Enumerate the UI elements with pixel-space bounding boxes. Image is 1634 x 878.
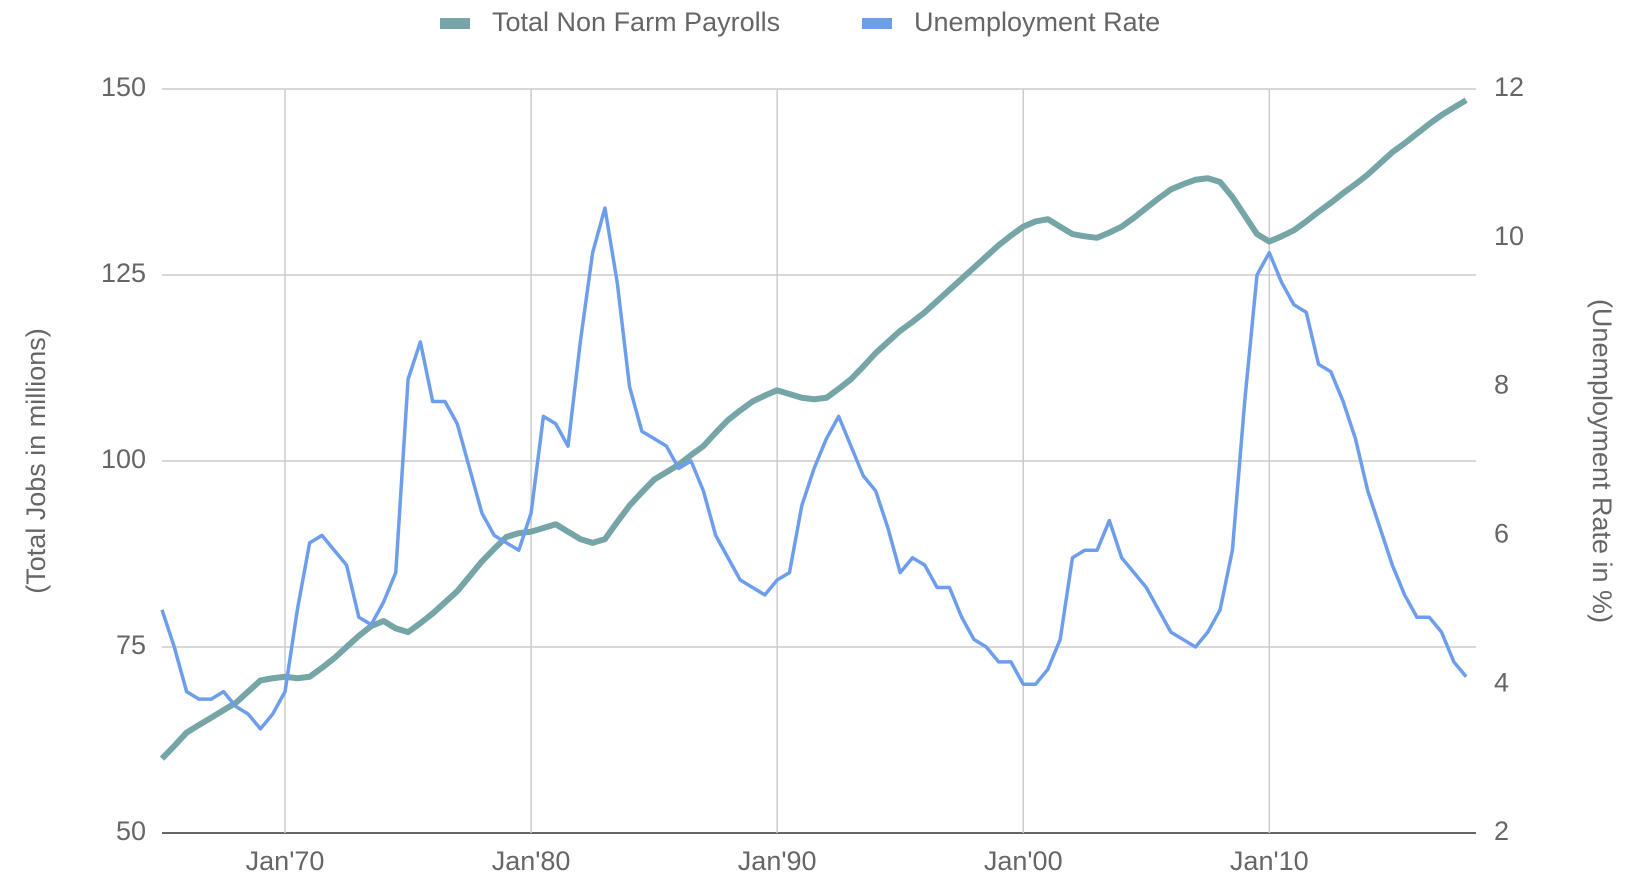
y2-tick-label: 10 bbox=[1494, 221, 1524, 251]
x-tick-label: Jan'70 bbox=[246, 846, 325, 876]
y-tick-label: 75 bbox=[116, 630, 146, 660]
x-tick-label: Jan'10 bbox=[1230, 846, 1309, 876]
y-tick-label: 150 bbox=[101, 72, 146, 102]
legend-swatch bbox=[862, 18, 892, 29]
x-tick-label: Jan'80 bbox=[492, 846, 571, 876]
y2-tick-label: 8 bbox=[1494, 370, 1509, 400]
x-tick-label: Jan'00 bbox=[984, 846, 1063, 876]
legend-label: Unemployment Rate bbox=[914, 7, 1160, 37]
y2-axis-title: (Unemployment Rate in %) bbox=[1587, 299, 1617, 623]
line bbox=[160, 206, 1468, 731]
y-tick-label: 125 bbox=[101, 258, 146, 288]
y-tick-label: 50 bbox=[116, 816, 146, 846]
x-tick-label: Jan'90 bbox=[738, 846, 817, 876]
y-axis-title: (Total Jobs in millions) bbox=[21, 328, 51, 594]
y-tick-label: 100 bbox=[101, 444, 146, 474]
legend-label: Total Non Farm Payrolls bbox=[492, 7, 780, 37]
y2-tick-label: 2 bbox=[1494, 816, 1509, 846]
legend-swatch bbox=[440, 18, 470, 29]
line bbox=[159, 97, 1468, 761]
y2-tick-label: 6 bbox=[1494, 519, 1509, 549]
y2-tick-label: 12 bbox=[1494, 72, 1524, 102]
y2-tick-label: 4 bbox=[1494, 667, 1509, 697]
